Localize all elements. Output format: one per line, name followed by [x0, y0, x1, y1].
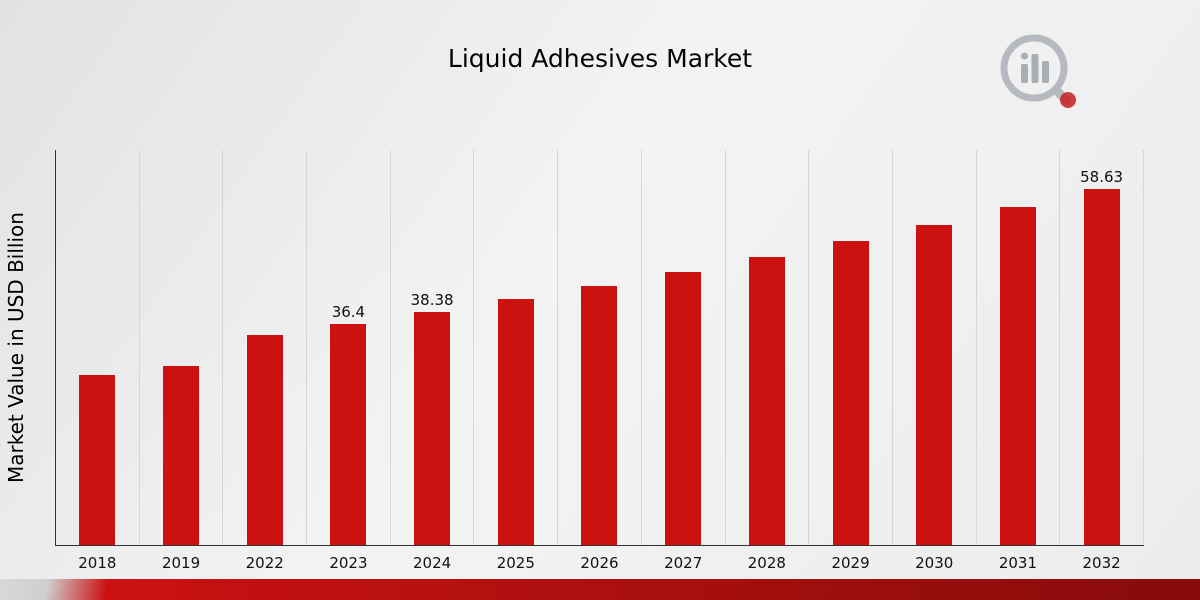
chart-column-2028: 2028 [726, 150, 810, 572]
x-tick-label-2025: 2025 [496, 554, 535, 572]
x-tick-label-2031: 2031 [998, 554, 1037, 572]
chart-column-2023: 36.4 2023 [307, 150, 391, 572]
chart-column-2019: 2019 [140, 150, 224, 572]
bar-2027 [665, 271, 702, 545]
bar-2018 [79, 375, 116, 545]
bar-2029 [832, 241, 869, 545]
footer-ribbon [0, 579, 1200, 600]
bar-2024 [414, 311, 451, 545]
x-tick-label-2027: 2027 [664, 554, 703, 572]
x-tick-label-2032: 2032 [1082, 554, 1121, 572]
bar-2019 [163, 365, 200, 545]
chart-column-2031: 2031 [977, 150, 1061, 572]
chart-column-2025: 2025 [474, 150, 559, 572]
x-tick-label-2024: 2024 [413, 554, 452, 572]
x-tick-label-2019: 2019 [161, 554, 201, 572]
chart-column-2022: 2022 [223, 150, 308, 572]
x-tick-label-2018: 2018 [78, 554, 117, 572]
bar-2026 [581, 285, 618, 545]
x-tick-label-2030: 2030 [915, 554, 954, 572]
chart-column-2018: 2018 [56, 150, 140, 572]
bar-value-label-2032: 58.63 [1080, 167, 1124, 186]
chart-magnifier-logo [990, 30, 1084, 110]
chart-column-2032: 58.63 2032 [1060, 150, 1144, 572]
bar-2032 [1083, 188, 1120, 545]
x-tick-label-2023: 2023 [329, 554, 368, 572]
bar-2023 [330, 323, 367, 545]
x-tick-label-2022: 2022 [245, 554, 284, 572]
bar-value-label-2024: 38.38 [410, 290, 454, 309]
chart-column-2029: 2029 [809, 150, 893, 572]
x-tick-label-2026: 2026 [580, 554, 619, 572]
chart-magnifier-logo-svg [1000, 34, 1076, 108]
x-tick-label-2028: 2028 [747, 554, 786, 572]
bar-2030 [916, 224, 953, 545]
bar-2022 [246, 335, 283, 545]
bar-2031 [999, 207, 1036, 545]
y-axis-label: Market Value in USD Billion [4, 212, 28, 484]
bar-chart-plot-area: 2018 2019 2022 36.4 2023 38.38 2024 2025 2026 202… [55, 150, 1144, 572]
bar-value-label-2023: 36.4 [331, 302, 366, 321]
chart-column-2027: 2027 [642, 150, 726, 572]
bar-2028 [748, 256, 785, 545]
page-title: Liquid Adhesives Market [447, 44, 753, 73]
chart-column-2024: 38.38 2024 [391, 150, 475, 572]
x-tick-label-2029: 2029 [831, 554, 870, 572]
chart-column-2026: 2026 [558, 150, 642, 572]
chart-column-2030: 2030 [893, 150, 977, 572]
bar-2025 [497, 298, 534, 545]
